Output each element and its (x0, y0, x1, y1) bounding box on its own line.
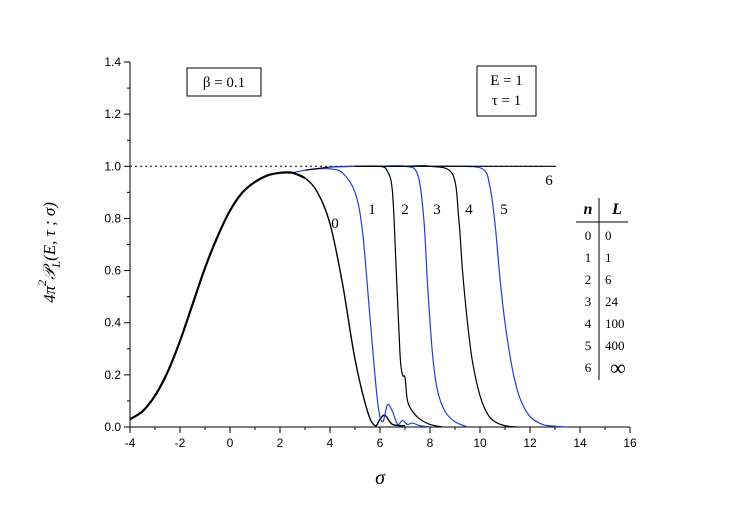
curve-envelope (129, 171, 306, 421)
curve-n3 (329, 165, 468, 428)
y-tick-label: 1.2 (104, 107, 121, 121)
curve-n1 (292, 167, 431, 428)
legend-row-l: 100 (605, 316, 625, 331)
x-tick-label: 4 (327, 436, 334, 450)
legend-row-n: 6 (585, 360, 592, 375)
curve-n0 (129, 171, 406, 427)
beta-value-label: β = 0.1 (203, 75, 245, 91)
x-tick-label: 6 (377, 436, 384, 450)
legend-header-n: n (584, 201, 593, 218)
ticks-group (124, 61, 631, 433)
labels-group: -4 -2 0 2 4 6 8 10 12 14 160.00.20.40.60.81.01.21.… (35, 55, 637, 489)
x-tick-label: 12 (523, 436, 537, 450)
curve-label-n0: 0 (331, 216, 339, 232)
curves-group (129, 165, 568, 428)
plot-frame-group (129, 62, 630, 428)
y-tick-label: 0.4 (104, 316, 121, 330)
y-tick-label: 0.0 (104, 420, 121, 434)
legend-row-l: ∞ (610, 355, 626, 380)
x-axis-label: σ (375, 467, 386, 489)
x-tick-label: 2 (277, 436, 284, 450)
y-tick-label: 0.8 (104, 211, 121, 225)
curve-label-n5: 5 (500, 202, 508, 218)
y-axis-label: 4π2𝒫L(E, τ ; σ) (35, 202, 63, 303)
x-tick-label: -4 (125, 436, 136, 450)
curve-label-n6: 6 (545, 173, 553, 189)
legend-row-l: 24 (605, 294, 619, 309)
curve-label-n1: 1 (368, 202, 376, 218)
x-tick-label: 8 (427, 436, 434, 450)
x-tick-label: 0 (227, 436, 234, 450)
param-label: E = 1 (490, 73, 523, 89)
legend-row-n: 3 (585, 294, 592, 309)
curve-label-n2: 2 (401, 202, 409, 218)
y-tick-label: 0.6 (104, 264, 121, 278)
legend-row-l: 1 (605, 250, 612, 265)
x-tick-label: 14 (573, 436, 587, 450)
legend-row-l: 0 (605, 228, 612, 243)
legend-row-n: 1 (585, 250, 592, 265)
legend-row-n: 5 (585, 338, 592, 353)
y-tick-label: 0.2 (104, 368, 121, 382)
legend-row-n: 0 (585, 228, 592, 243)
curve-label-n4: 4 (465, 202, 473, 218)
legend-row-l: 6 (605, 272, 612, 287)
curve-label-n3: 3 (433, 202, 441, 218)
y-axis-label-text: 4π2𝒫L(E, τ ; σ) (35, 202, 63, 303)
param-label: τ = 1 (492, 93, 522, 109)
x-tick-label: -2 (175, 436, 186, 450)
legend-header-l: L (611, 201, 622, 218)
x-tick-label: 10 (473, 436, 487, 450)
y-tick-label: 1.0 (104, 159, 121, 173)
y-tick-label: 1.4 (104, 55, 121, 69)
x-tick-label: 16 (623, 436, 637, 450)
legend-row-n: 2 (585, 272, 592, 287)
legend-row-l: 400 (605, 338, 625, 353)
beta-box (186, 67, 262, 97)
legend-row-n: 4 (585, 316, 592, 331)
params-box (476, 65, 537, 117)
